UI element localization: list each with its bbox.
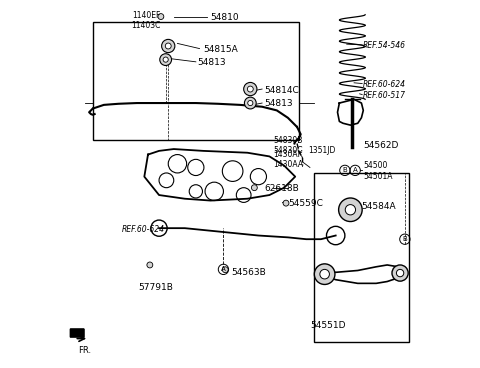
Circle shape bbox=[165, 43, 171, 49]
Circle shape bbox=[163, 57, 168, 62]
Circle shape bbox=[392, 265, 408, 281]
Circle shape bbox=[222, 267, 228, 273]
Text: 54500
54501A: 54500 54501A bbox=[363, 162, 393, 181]
Circle shape bbox=[338, 198, 362, 222]
Text: REF.60-624: REF.60-624 bbox=[363, 80, 406, 89]
Circle shape bbox=[162, 39, 175, 53]
FancyBboxPatch shape bbox=[313, 173, 409, 342]
Text: 54810: 54810 bbox=[211, 13, 239, 22]
Text: REF.60-624: REF.60-624 bbox=[122, 226, 165, 234]
FancyBboxPatch shape bbox=[93, 22, 299, 140]
Circle shape bbox=[160, 54, 171, 66]
Circle shape bbox=[247, 86, 253, 92]
Text: A: A bbox=[353, 167, 358, 173]
Text: 54551D: 54551D bbox=[310, 321, 346, 330]
Circle shape bbox=[158, 14, 164, 20]
Text: 62618B: 62618B bbox=[264, 184, 299, 193]
Text: 54830B
54830C: 54830B 54830C bbox=[273, 136, 302, 155]
Text: FR.: FR. bbox=[78, 346, 91, 355]
Text: 57791B: 57791B bbox=[138, 283, 173, 291]
Text: 54814C: 54814C bbox=[264, 86, 299, 95]
Circle shape bbox=[147, 262, 153, 268]
Circle shape bbox=[252, 185, 257, 191]
Text: B: B bbox=[403, 236, 407, 242]
Circle shape bbox=[283, 200, 289, 206]
Text: 1140EF
11403C: 1140EF 11403C bbox=[132, 11, 161, 30]
Text: 54559C: 54559C bbox=[288, 199, 323, 208]
Text: 54815A: 54815A bbox=[203, 45, 238, 54]
Text: 54563B: 54563B bbox=[231, 268, 265, 277]
Text: 1351JD: 1351JD bbox=[308, 146, 336, 155]
FancyBboxPatch shape bbox=[70, 329, 84, 337]
Circle shape bbox=[248, 100, 253, 106]
Text: 54562D: 54562D bbox=[363, 141, 399, 150]
Text: B: B bbox=[343, 167, 347, 173]
Circle shape bbox=[314, 264, 335, 284]
Circle shape bbox=[396, 269, 404, 277]
Circle shape bbox=[320, 269, 329, 279]
Text: REF.60-517: REF.60-517 bbox=[363, 91, 406, 100]
Circle shape bbox=[244, 82, 257, 96]
Circle shape bbox=[345, 205, 356, 215]
Text: A: A bbox=[221, 266, 226, 272]
Text: 54813: 54813 bbox=[264, 99, 292, 108]
Text: REF.54-546: REF.54-546 bbox=[363, 42, 406, 50]
Text: 1430AK
1430AA: 1430AK 1430AA bbox=[273, 150, 303, 169]
Text: 54584A: 54584A bbox=[361, 202, 396, 210]
Circle shape bbox=[244, 97, 256, 109]
Text: 54813: 54813 bbox=[198, 58, 226, 67]
